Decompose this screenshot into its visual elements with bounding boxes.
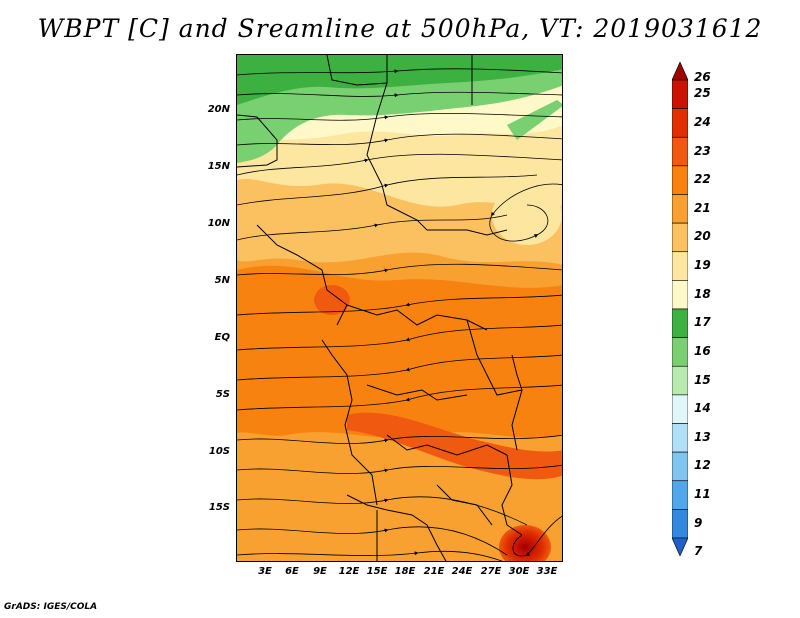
colorbar-label: 17 <box>694 315 711 330</box>
shade-hot-spot <box>499 525 551 561</box>
colorbar-label: 15 <box>694 372 711 387</box>
lon-label-24e: 24E <box>451 566 473 577</box>
colorbar-swatch <box>672 280 688 310</box>
lon-label-15e: 15E <box>366 566 388 577</box>
colorbar-label: 14 <box>694 401 711 416</box>
colorbar-label: 9 <box>694 515 703 530</box>
shade-pale-east <box>492 185 562 245</box>
colorbar-swatch <box>672 337 688 367</box>
colorbar-swatch <box>672 165 688 195</box>
credit-text: GrADS: IGES/COLA <box>4 602 98 612</box>
lat-label-20n: 20N <box>207 104 230 115</box>
colorbar-swatch <box>672 194 688 224</box>
colorbar-label: 12 <box>694 458 711 473</box>
colorbar-swatch <box>672 423 688 453</box>
colorbar-swatch <box>672 79 688 109</box>
colorbar-label: 22 <box>694 172 711 187</box>
lat-label-5s: 5S <box>215 389 230 400</box>
colorbar-label: 23 <box>694 143 711 158</box>
shade-lightgreen-ne <box>507 100 562 140</box>
lat-label-10n: 10N <box>207 218 230 229</box>
colorbar-label: 26 <box>694 70 711 84</box>
shade-red-west <box>314 285 350 315</box>
colorbar-swatch <box>672 222 688 253</box>
colorbar-label: 7 <box>694 544 703 559</box>
lon-label-3e: 3E <box>258 566 272 577</box>
colorbar-swatch <box>672 451 688 482</box>
lon-label-33e: 33E <box>536 566 558 577</box>
colorbar-label: 13 <box>694 429 711 444</box>
lon-label-12e: 12E <box>338 566 360 577</box>
lon-label-27e: 27E <box>480 566 502 577</box>
lon-label-18e: 18E <box>394 566 416 577</box>
colorbar-swatch <box>672 480 688 510</box>
colorbar-label: 11 <box>694 487 711 502</box>
lon-label-21e: 21E <box>423 566 445 577</box>
colorbar-swatch <box>672 62 688 81</box>
colorbar-label: 19 <box>694 258 711 273</box>
lat-label-eq: EQ <box>214 332 230 343</box>
lon-label-30e: 30E <box>508 566 530 577</box>
lon-label-6e: 6E <box>285 566 299 577</box>
lat-label-15s: 15S <box>208 502 230 513</box>
colorbar-label: 18 <box>694 286 711 301</box>
lat-label-5n: 5N <box>214 275 230 286</box>
colorbar-swatch <box>672 251 688 281</box>
colorbar-label: 20 <box>694 229 711 244</box>
colorbar-swatch <box>672 394 688 424</box>
country-borders <box>237 55 523 561</box>
map-title: WBPT [C] and Sreamline at 500hPa, VT: 20… <box>37 14 763 43</box>
colorbar-swatch <box>672 136 688 167</box>
shade-orange-central <box>237 265 562 438</box>
lat-label-15n: 15N <box>207 161 230 172</box>
colorbar-label: 24 <box>694 114 711 129</box>
colorbar-label: 25 <box>694 86 711 101</box>
colorbar-swatch <box>672 509 688 539</box>
colorbar-swatch <box>672 308 688 338</box>
colorbar-swatch <box>672 365 688 396</box>
colorbar-swatch <box>672 537 688 556</box>
colorbar-label: 21 <box>694 200 711 215</box>
map-plot <box>236 54 563 562</box>
lon-label-9e: 9E <box>313 566 327 577</box>
shade-darkgreen-north <box>237 55 562 105</box>
colorbar-swatch <box>672 108 688 138</box>
streamlines <box>237 68 562 561</box>
colorbar <box>672 62 688 556</box>
lat-label-10s: 10S <box>208 446 230 457</box>
colorbar-label: 16 <box>694 343 711 358</box>
